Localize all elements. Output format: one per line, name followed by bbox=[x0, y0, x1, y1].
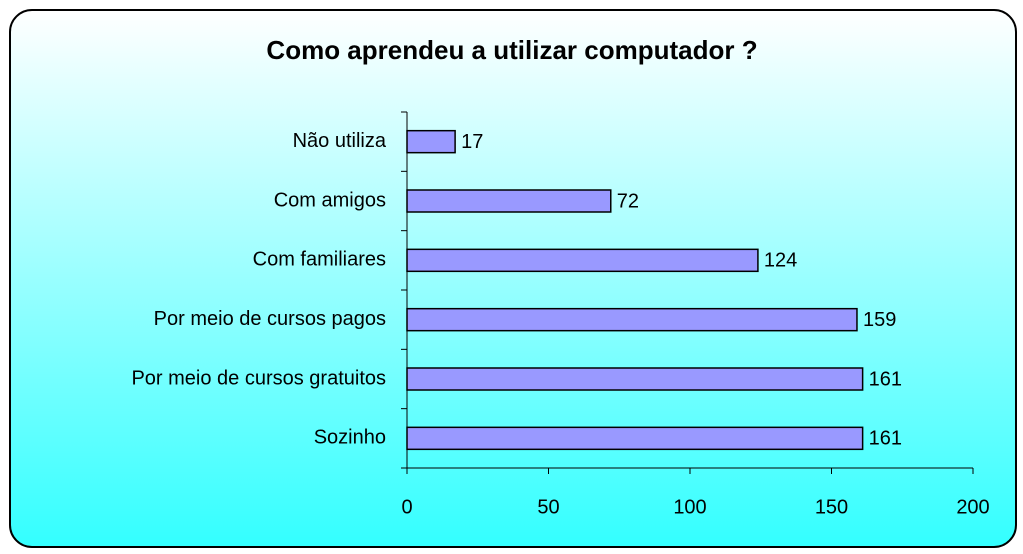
data-label: 17 bbox=[461, 131, 483, 153]
x-tick-label: 150 bbox=[815, 496, 848, 518]
x-tick-label: 50 bbox=[537, 496, 559, 518]
y-tick-label: Sozinho bbox=[314, 427, 386, 449]
x-tick-label: 200 bbox=[956, 496, 989, 518]
data-label: 161 bbox=[869, 428, 902, 450]
x-tick-label: 100 bbox=[673, 496, 706, 518]
y-tick-label: Não utiliza bbox=[293, 130, 387, 152]
bar bbox=[406, 129, 456, 154]
chart-frame bbox=[9, 9, 1017, 548]
bar bbox=[406, 367, 864, 391]
data-label: 161 bbox=[869, 368, 902, 390]
data-label: 72 bbox=[617, 190, 639, 212]
x-tick-label: 0 bbox=[401, 496, 412, 518]
y-tick-label: Por meio de cursos gratuitos bbox=[131, 367, 386, 389]
bar bbox=[406, 248, 759, 273]
y-tick-label: Com amigos bbox=[274, 189, 386, 211]
bar bbox=[406, 307, 858, 332]
bar bbox=[406, 426, 864, 451]
chart-title: Como aprendeu a utilizar computador ? bbox=[266, 35, 757, 65]
y-tick-label: Por meio de cursos pagos bbox=[154, 308, 386, 330]
bar bbox=[406, 189, 612, 213]
data-label: 159 bbox=[863, 309, 896, 331]
data-label: 124 bbox=[764, 250, 797, 272]
y-tick-label: Com familiares bbox=[253, 249, 386, 271]
